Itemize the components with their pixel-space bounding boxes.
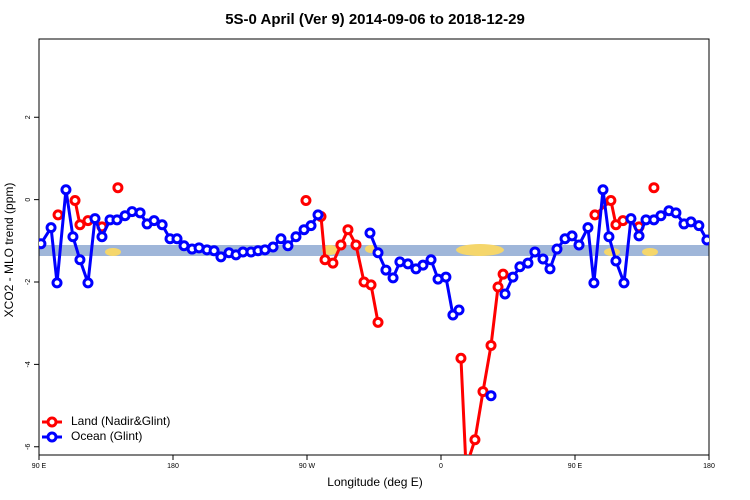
x-tick-label: 90 E [568,463,583,470]
point [588,277,600,289]
point [134,207,146,219]
legend-marker [46,416,58,428]
point [497,268,509,280]
point [499,288,511,300]
plot-area [39,182,709,472]
point [440,271,452,283]
point [462,463,470,471]
point [492,281,504,293]
legend-marker [46,431,58,443]
point [573,239,585,251]
point [605,194,617,206]
point [96,231,108,243]
point [215,251,227,263]
point [582,222,594,234]
point [453,304,465,316]
point [312,209,324,221]
point [485,339,497,351]
y-tick-label: -4 [25,361,32,367]
point [655,210,667,222]
point [365,279,377,291]
x-tick-label: 180 [167,463,179,470]
point [51,277,63,289]
point [551,243,563,255]
point [485,390,497,402]
point [335,239,347,251]
point [282,240,294,252]
point [618,277,630,289]
point [208,245,220,257]
point [148,215,160,227]
point [633,230,645,242]
point [670,207,682,219]
y-tick-label: 0 [25,198,32,202]
point [82,277,94,289]
point [364,227,376,239]
point [290,231,302,243]
point [89,213,101,225]
point [417,259,429,271]
point [372,247,384,259]
chart-title: 5S-0 April (Ver 9) 2014-09-06 to 2018-12… [225,11,525,28]
point [522,257,534,269]
point [597,184,609,196]
point [267,241,279,253]
point [589,209,601,221]
point [305,220,317,232]
point [111,214,123,226]
y-axis-label: XCO2 - MLO trend (ppm) [2,183,16,318]
point [387,272,399,284]
y-tick-label: 2 [25,115,32,119]
x-tick-label: 90 E [32,463,47,470]
point [372,316,384,328]
point [350,239,362,251]
point [537,253,549,265]
point [693,220,705,232]
point [455,352,467,364]
y-tick-label: -6 [25,444,32,450]
legend-label: Land (Nadir&Glint) [71,414,170,428]
point [701,234,709,246]
point [39,238,47,250]
point [648,182,660,194]
point [74,254,86,266]
point [156,219,168,231]
point [67,231,79,243]
point [275,233,287,245]
point [566,230,578,242]
point [469,434,481,446]
point [52,209,64,221]
x-tick-label: 180 [703,463,715,470]
x-tick-label: 90 W [299,463,316,470]
point [300,194,312,206]
x-axis-label: Longitude (deg E) [327,475,422,489]
point [477,386,489,398]
point [425,254,437,266]
point [529,246,541,258]
point [342,224,354,236]
point [112,182,124,194]
point [603,231,615,243]
x-tick-label: 0 [439,463,443,470]
point [625,213,637,225]
point [610,255,622,267]
point [544,263,556,275]
point [507,271,519,283]
point [74,219,86,231]
legend-label: Ocean (Glint) [71,429,142,443]
point [171,233,183,245]
point [69,194,81,206]
point [60,184,72,196]
point [45,222,57,234]
point [327,257,339,269]
y-tick-label: -2 [25,279,32,285]
point [402,258,414,270]
point [380,264,392,276]
